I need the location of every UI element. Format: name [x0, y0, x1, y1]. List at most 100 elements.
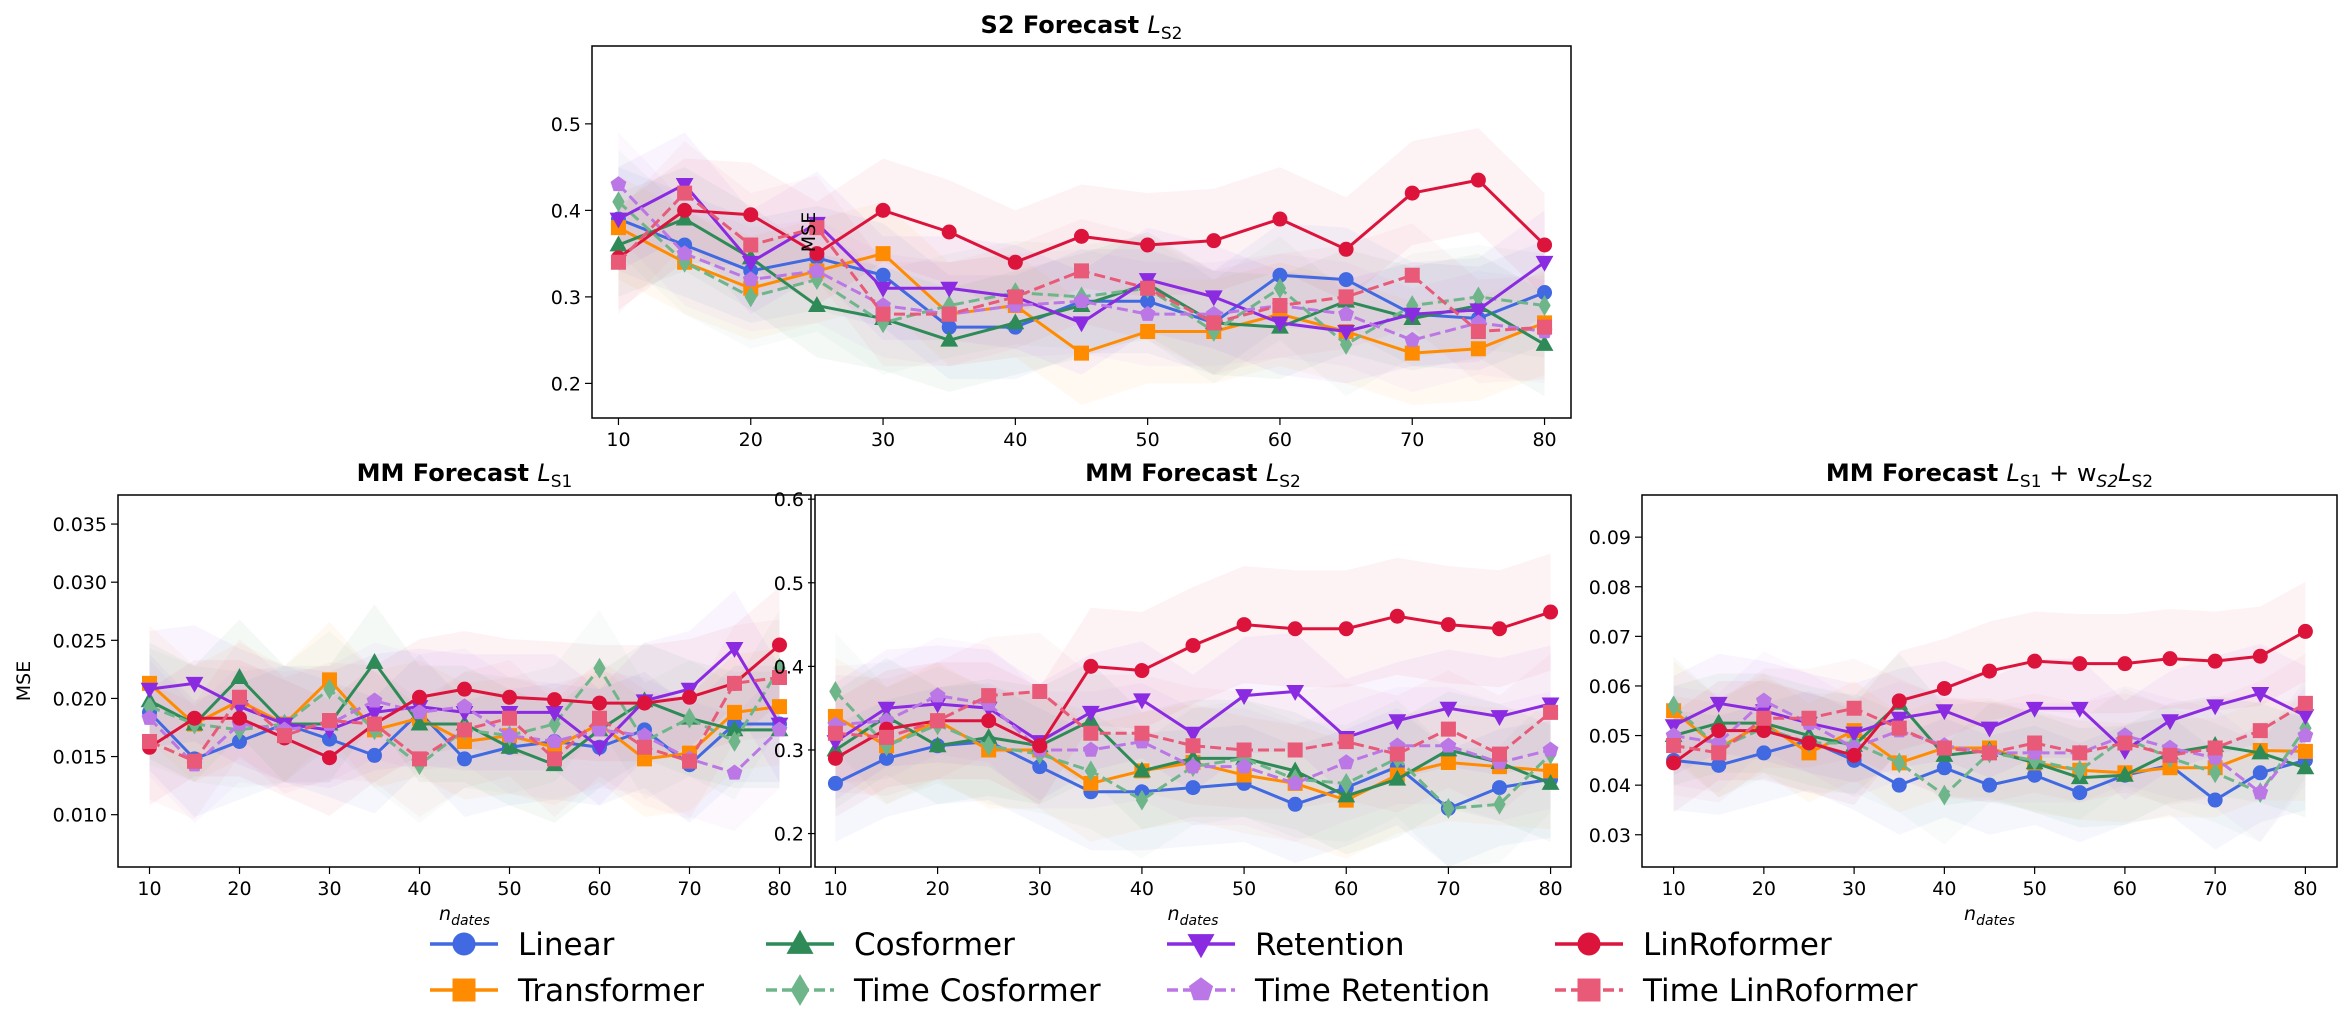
x-tick-label: 50	[497, 878, 521, 900]
data-point-linroformer	[809, 246, 825, 262]
data-point-time_linroformer	[1404, 267, 1420, 283]
legend-label: Time Retention	[1254, 973, 1490, 1009]
data-point-time_linroformer	[827, 725, 843, 741]
data-point-time_linroformer	[941, 306, 957, 322]
data-point-linroformer	[1891, 693, 1907, 709]
data-point-linear	[875, 267, 891, 283]
data-point-linroformer	[1981, 663, 1998, 679]
data-point-time_linroformer	[879, 729, 895, 745]
x-tick-label: 10	[137, 878, 161, 900]
data-point-linear	[1981, 777, 1998, 793]
data-point-linroformer	[1272, 211, 1288, 227]
y-tick-label: 0.09	[1589, 527, 1631, 549]
legend-marker	[1187, 934, 1215, 959]
data-point-linear	[1338, 272, 1354, 288]
x-tick-label: 50	[2023, 878, 2047, 900]
legend-label: LinRoformer	[1643, 927, 1832, 963]
data-point-time_linroformer	[502, 710, 517, 726]
data-point-time_retention	[1440, 737, 1457, 753]
data-point-time_cosformer	[982, 735, 995, 757]
data-point-retention	[2070, 701, 2089, 718]
legend-marker	[452, 932, 476, 956]
data-point-cosformer	[808, 296, 826, 312]
data-point-time_linroformer	[930, 713, 946, 729]
data-point-transformer	[1140, 323, 1156, 339]
data-point-time_linroformer	[592, 710, 607, 726]
legend-item-retention: Retention	[1167, 927, 1404, 963]
data-point-time_linroformer	[1756, 710, 1772, 726]
data-point-retention	[2025, 701, 2044, 718]
data-point-linroformer	[677, 202, 693, 218]
data-point-transformer	[1470, 341, 1486, 357]
y-tick-label: 0.03	[1589, 825, 1631, 847]
x-tick-label: 20	[739, 429, 763, 451]
y-tick-label: 0.3	[774, 740, 804, 762]
band-retention	[618, 132, 1545, 384]
data-point-retention	[2206, 699, 2225, 716]
data-point-time_cosformer	[1938, 784, 1951, 806]
data-point-linear	[1272, 267, 1288, 283]
data-point-time_retention	[1542, 741, 1559, 757]
x-tick-label: 60	[2113, 878, 2137, 900]
data-point-linroformer	[1083, 658, 1099, 674]
data-point-time_linroformer	[772, 670, 787, 686]
data-point-time_cosformer	[1339, 334, 1353, 355]
data-point-retention	[1664, 719, 1683, 736]
x-tick-label: 10	[823, 878, 847, 900]
band-linear	[1673, 690, 2306, 850]
chart-title: MM Forecast LS1	[357, 459, 573, 492]
y-tick-label: 0.020	[53, 688, 107, 710]
data-point-linear	[1287, 796, 1303, 812]
y-tick-label: 0.05	[1589, 726, 1631, 748]
data-point-linroformer	[875, 202, 891, 218]
data-point-retention	[1081, 705, 1100, 722]
x-tick-label: 60	[587, 878, 611, 900]
x-tick-label: 70	[1436, 878, 1460, 900]
band-time_linroformer	[835, 632, 1551, 813]
x-axis-label: ndates	[439, 903, 490, 929]
data-point-time_retention	[1287, 775, 1304, 791]
data-point-linroformer	[321, 750, 338, 766]
data-point-time_linroformer	[2162, 747, 2178, 763]
x-tick-label: 10	[1661, 878, 1685, 900]
data-point-time_retention	[1338, 754, 1355, 770]
series-line-time_retention	[1673, 699, 2307, 795]
data-point-linroformer	[411, 689, 428, 705]
legend-label: Cosformer	[854, 927, 1015, 963]
data-point-time_linroformer	[743, 237, 759, 253]
data-point-time_linroformer	[547, 751, 562, 767]
data-point-linroformer	[2207, 653, 2223, 669]
band-linroformer	[1673, 581, 2306, 813]
x-tick-label: 60	[1334, 878, 1358, 900]
legend-marker	[786, 929, 814, 954]
data-point-time_cosformer	[612, 191, 625, 213]
data-point-transformer	[1404, 345, 1420, 361]
y-tick-label: 0.07	[1589, 626, 1631, 648]
data-point-retention	[1072, 316, 1091, 333]
y-tick-label: 0.010	[53, 805, 107, 827]
data-point-time_retention	[742, 271, 759, 287]
data-point-time_retention	[1139, 305, 1156, 321]
data-point-time_linroformer	[2207, 740, 2223, 756]
data-point-time_retention	[676, 245, 693, 261]
data-point-cosformer	[1388, 769, 1407, 786]
data-point-time_linroformer	[875, 306, 891, 322]
data-point-retention	[1935, 704, 1954, 721]
x-tick-label: 20	[227, 878, 251, 900]
data-point-time_linroformer	[1236, 742, 1252, 758]
y-tick-label: 0.04	[1589, 775, 1631, 797]
data-point-retention	[2161, 714, 2179, 731]
data-point-time_linroformer	[1711, 745, 1727, 761]
data-point-cosformer	[230, 668, 249, 684]
data-point-time_linroformer	[1470, 323, 1486, 339]
x-tick-label: 40	[1003, 429, 1027, 451]
legend-item-time_retention: Time Retention	[1167, 973, 1490, 1009]
data-point-time_linroformer	[1140, 280, 1156, 296]
data-point-retention	[1845, 726, 1864, 743]
data-point-cosformer	[410, 714, 429, 731]
data-point-time_retention	[1185, 758, 1201, 774]
y-tick-label: 0.5	[774, 573, 804, 595]
data-point-time_linroformer	[1272, 298, 1288, 314]
data-point-time_retention	[2252, 784, 2269, 800]
data-point-time_cosformer	[323, 678, 336, 700]
